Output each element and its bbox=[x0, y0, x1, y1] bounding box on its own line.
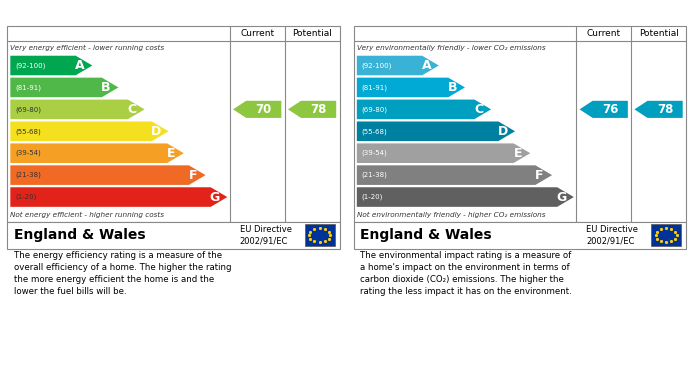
Text: (21-38): (21-38) bbox=[362, 172, 388, 178]
Text: G: G bbox=[210, 190, 220, 204]
Text: A: A bbox=[75, 59, 85, 72]
Text: (1-20): (1-20) bbox=[362, 194, 383, 200]
Text: 78: 78 bbox=[657, 103, 673, 116]
Text: E: E bbox=[514, 147, 522, 160]
Text: 70: 70 bbox=[256, 103, 272, 116]
Text: B: B bbox=[448, 81, 457, 94]
Text: Not energy efficient - higher running costs: Not energy efficient - higher running co… bbox=[10, 212, 164, 218]
Polygon shape bbox=[357, 100, 491, 119]
Polygon shape bbox=[10, 56, 92, 75]
Text: D: D bbox=[498, 125, 508, 138]
Text: (39-54): (39-54) bbox=[15, 150, 41, 156]
Polygon shape bbox=[10, 78, 118, 97]
Text: Very energy efficient - lower running costs: Very energy efficient - lower running co… bbox=[10, 45, 164, 51]
Text: 78: 78 bbox=[310, 103, 327, 116]
Bar bbox=[304, 224, 335, 246]
Text: Current: Current bbox=[587, 29, 621, 38]
Polygon shape bbox=[580, 101, 628, 118]
Text: Not environmentally friendly - higher CO₂ emissions: Not environmentally friendly - higher CO… bbox=[357, 212, 545, 218]
Text: (55-68): (55-68) bbox=[362, 128, 388, 135]
Text: Environmental Impact (CO₂) Rating: Environmental Impact (CO₂) Rating bbox=[360, 7, 592, 21]
Text: (1-20): (1-20) bbox=[15, 194, 36, 200]
Text: (55-68): (55-68) bbox=[15, 128, 41, 135]
Text: Current: Current bbox=[240, 29, 274, 38]
Polygon shape bbox=[10, 165, 206, 185]
Text: D: D bbox=[151, 125, 161, 138]
Polygon shape bbox=[10, 100, 145, 119]
Text: EU Directive
2002/91/EC: EU Directive 2002/91/EC bbox=[587, 225, 638, 246]
Text: G: G bbox=[556, 190, 566, 204]
Polygon shape bbox=[233, 101, 281, 118]
Text: The environmental impact rating is a measure of
a home's impact on the environme: The environmental impact rating is a mea… bbox=[360, 251, 572, 296]
Text: EU Directive
2002/91/EC: EU Directive 2002/91/EC bbox=[239, 225, 292, 246]
Text: (39-54): (39-54) bbox=[362, 150, 388, 156]
Text: 76: 76 bbox=[602, 103, 618, 116]
Text: Energy Efficiency Rating: Energy Efficiency Rating bbox=[14, 7, 176, 21]
Polygon shape bbox=[10, 187, 228, 207]
Polygon shape bbox=[357, 143, 531, 163]
Text: (21-38): (21-38) bbox=[15, 172, 41, 178]
Text: E: E bbox=[167, 147, 176, 160]
Text: (81-91): (81-91) bbox=[362, 84, 388, 91]
Text: Potential: Potential bbox=[292, 29, 332, 38]
Text: C: C bbox=[474, 103, 483, 116]
Text: (92-100): (92-100) bbox=[15, 62, 46, 69]
Text: (81-91): (81-91) bbox=[15, 84, 41, 91]
Polygon shape bbox=[357, 122, 515, 141]
Text: (69-80): (69-80) bbox=[15, 106, 41, 113]
Text: B: B bbox=[102, 81, 111, 94]
Polygon shape bbox=[357, 78, 465, 97]
Text: England & Wales: England & Wales bbox=[14, 228, 146, 242]
Polygon shape bbox=[10, 122, 169, 141]
Bar bbox=[651, 224, 681, 246]
Text: F: F bbox=[536, 169, 544, 182]
Polygon shape bbox=[634, 101, 682, 118]
Polygon shape bbox=[357, 187, 574, 207]
Text: (92-100): (92-100) bbox=[362, 62, 392, 69]
Text: C: C bbox=[127, 103, 136, 116]
Text: Potential: Potential bbox=[638, 29, 678, 38]
Polygon shape bbox=[288, 101, 336, 118]
Polygon shape bbox=[357, 56, 439, 75]
Polygon shape bbox=[10, 143, 184, 163]
Text: (69-80): (69-80) bbox=[362, 106, 388, 113]
Text: A: A bbox=[421, 59, 431, 72]
Text: F: F bbox=[189, 169, 197, 182]
Polygon shape bbox=[357, 165, 552, 185]
Text: Very environmentally friendly - lower CO₂ emissions: Very environmentally friendly - lower CO… bbox=[357, 45, 545, 51]
Text: England & Wales: England & Wales bbox=[360, 228, 492, 242]
Text: The energy efficiency rating is a measure of the
overall efficiency of a home. T: The energy efficiency rating is a measur… bbox=[14, 251, 231, 296]
